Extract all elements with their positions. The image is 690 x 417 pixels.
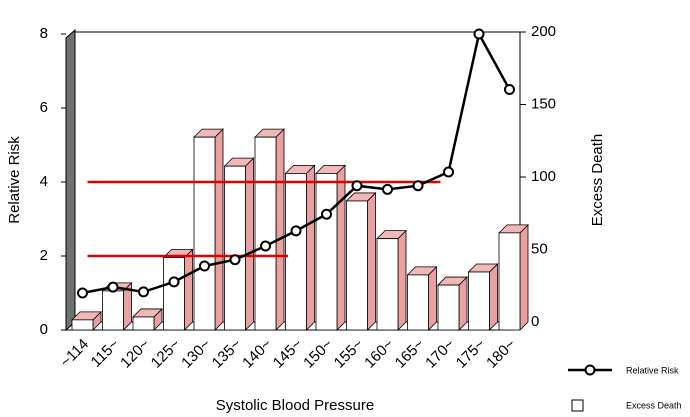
x-tick-label: 175~ (453, 335, 489, 371)
bar-side (397, 229, 407, 331)
y-tick-label: 4 (40, 173, 48, 190)
bar (468, 271, 490, 331)
x-tick-label: 165~ (392, 335, 428, 371)
y-tick-label: 2 (40, 247, 48, 264)
bar (407, 274, 429, 331)
x-tick-label: 150~ (300, 335, 336, 371)
bar-side (306, 164, 315, 331)
bar-side (336, 164, 346, 331)
line-marker (107, 281, 119, 293)
x-tick-label: 125~ (148, 335, 184, 371)
bar (163, 257, 185, 331)
line-marker (260, 240, 271, 252)
x-tick-label: 135~ (209, 335, 245, 371)
line-marker (412, 180, 424, 192)
x-tick-label: 145~ (270, 335, 306, 371)
x-tick-label: 120~ (117, 335, 153, 371)
bar-side (245, 157, 254, 331)
x-tick-label: 130~ (178, 335, 214, 371)
line-marker (229, 254, 241, 266)
bar-side (367, 191, 376, 331)
bar (254, 136, 277, 331)
side-wall (65, 28, 76, 332)
bar (132, 316, 155, 331)
line-marker (504, 84, 515, 95)
x-tick-label: 140~ (239, 335, 275, 371)
bar-side (458, 276, 468, 331)
legend-marker (584, 364, 596, 376)
bar-side (489, 263, 498, 331)
y2-axis-label: Excess Death (589, 134, 606, 227)
bar (315, 172, 338, 331)
bar (71, 319, 94, 331)
y2-tick-label: 50 (531, 240, 548, 257)
y2-tick-label: 150 (531, 95, 556, 112)
legend-swatch (571, 399, 584, 412)
x-tick-label: ~114 (57, 336, 92, 371)
y-tick-label: 6 (40, 99, 48, 116)
bar (193, 136, 216, 331)
x-tick-label: 180~ (483, 335, 519, 371)
line-marker (351, 180, 363, 192)
line-marker (290, 225, 302, 237)
line-marker (168, 276, 180, 288)
bar-side (184, 248, 193, 331)
line-marker (321, 208, 332, 220)
y2-tick-label: 200 (531, 23, 556, 40)
legend-label: Excess Death (626, 400, 682, 410)
y2-tick-label: 0 (531, 313, 539, 330)
bar (437, 284, 460, 331)
x-tick-label: 115~ (88, 335, 123, 370)
bar (376, 238, 399, 331)
y-tick-label: 8 (40, 25, 48, 42)
bar-side (275, 128, 285, 331)
bar-side (519, 223, 529, 331)
x-tick-label: 155~ (331, 335, 367, 371)
line-marker (77, 287, 88, 299)
x-tick-label: 170~ (422, 335, 458, 371)
y2-tick-label: 100 (531, 168, 556, 185)
bar (498, 232, 521, 331)
y-axis-label: Relative Risk (6, 136, 23, 224)
bar (285, 172, 307, 331)
line-marker (473, 28, 485, 40)
x-axis-label: Systolic Blood Pressure (216, 397, 374, 414)
bar-side (428, 265, 437, 331)
line-marker (443, 166, 454, 178)
bar (346, 200, 368, 331)
x-tick-label: 160~ (361, 335, 397, 371)
legend-label: Relative Risk (626, 365, 679, 375)
line-marker (138, 286, 149, 298)
y-tick-label: 0 (40, 321, 48, 338)
bar (224, 165, 246, 331)
bar (102, 290, 124, 331)
line-marker (199, 260, 210, 272)
line-marker (382, 183, 393, 195)
bar-side (214, 128, 224, 331)
